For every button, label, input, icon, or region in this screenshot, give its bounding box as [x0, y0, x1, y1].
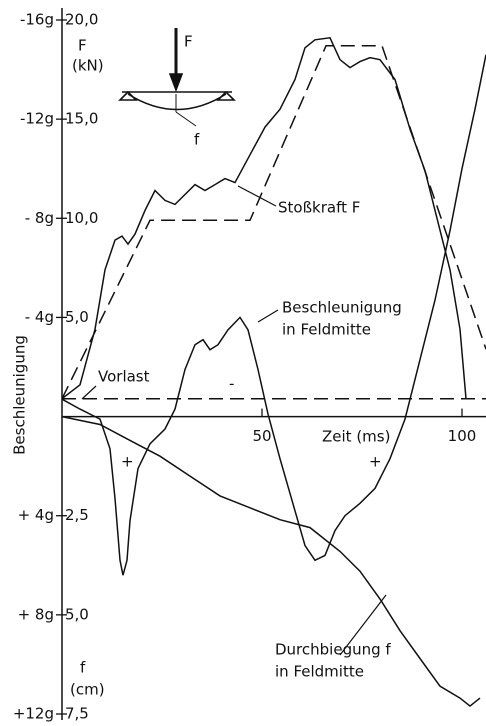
sign-label: -: [229, 375, 234, 393]
y2-tick-label: 10,0: [65, 209, 98, 227]
series-line: [61, 415, 481, 708]
y2-tick-label: 5,0: [65, 308, 89, 326]
sign-label: +: [369, 453, 382, 471]
deflected-beam: [127, 93, 227, 111]
y-tick-label: -16g: [20, 11, 54, 29]
y3-axis-unit: (cm): [70, 681, 105, 699]
series-line: [61, 36, 467, 400]
support: [118, 90, 138, 101]
y-axis-label: Beschleunigung: [11, 335, 29, 455]
y-tick-label: + 8g: [18, 605, 54, 623]
y-tick-label: +12g: [13, 705, 54, 723]
series-label: Stoßkraft F: [278, 199, 360, 217]
series-line: [61, 54, 486, 576]
sign-label: +: [121, 453, 134, 471]
y-tick-label: - 8g: [25, 209, 54, 227]
y3-tick-label: 5,0: [65, 605, 89, 623]
y2-tick-label: 20,0: [65, 11, 98, 29]
y3-axis-label: f: [80, 659, 86, 677]
leader: [257, 309, 279, 323]
arrow-head: [168, 73, 184, 93]
series-line: [61, 45, 486, 400]
y3-tick-label: 2,5: [65, 506, 89, 524]
y2-axis-label: F: [78, 37, 87, 55]
leader: [81, 385, 97, 400]
y2-axis-unit: (kN): [72, 57, 104, 75]
leaders: [81, 185, 387, 656]
support: [216, 90, 236, 101]
y-tick-label: + 4g: [18, 506, 54, 524]
leader: [237, 185, 277, 207]
leader: [339, 594, 387, 656]
series-label: Beschleunigung: [282, 299, 402, 317]
y-tick-label: -12g: [20, 110, 54, 128]
series-label: Durchbiegung f: [275, 641, 391, 659]
leader: [175, 111, 197, 127]
y2-tick-label: 15,0: [65, 110, 98, 128]
annotation: in Feldmitte: [282, 321, 371, 339]
annotation: in Feldmitte: [275, 663, 364, 681]
x-tick-label: 100: [448, 427, 477, 445]
series-label: Vorlast: [98, 368, 150, 386]
y-tick-label: - 4g: [25, 308, 54, 326]
beam-deflection-label: f: [194, 131, 200, 149]
x-tick-label: 50: [252, 427, 271, 445]
beam-diagram: [118, 28, 236, 127]
beam-force-label: F: [184, 33, 193, 51]
x-axis-label: Zeit (ms): [322, 428, 390, 446]
y3-tick-label: 7,5: [65, 705, 89, 723]
